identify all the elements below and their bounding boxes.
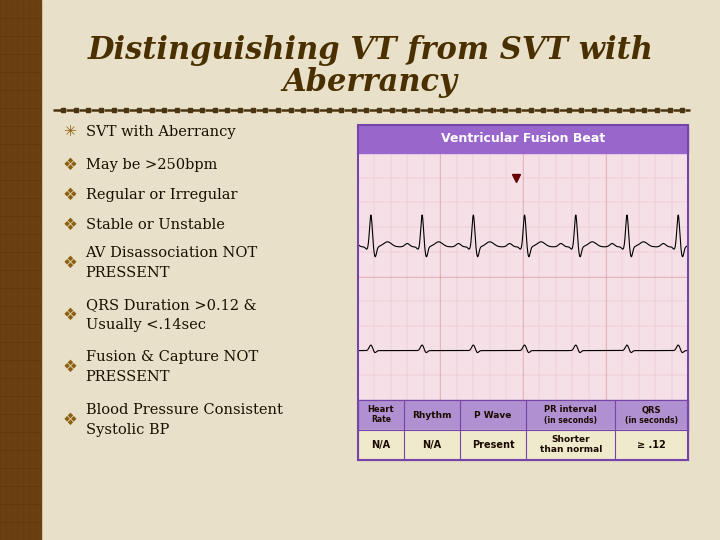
- Text: QRS Duration >0.12 &: QRS Duration >0.12 &: [86, 298, 256, 312]
- Text: P Wave: P Wave: [474, 410, 512, 420]
- Text: ❖: ❖: [63, 216, 78, 234]
- Text: than normal: than normal: [539, 446, 602, 455]
- Text: N/A: N/A: [423, 440, 441, 450]
- Bar: [358, 430, 688, 460]
- Text: Distinguishing VT from SVT with: Distinguishing VT from SVT with: [87, 35, 653, 65]
- Text: Blood Pressure Consistent: Blood Pressure Consistent: [86, 403, 282, 417]
- Text: Aberrancy: Aberrancy: [283, 66, 458, 98]
- Text: ≥ .12: ≥ .12: [637, 440, 666, 450]
- Text: Usually <.14sec: Usually <.14sec: [86, 318, 205, 332]
- Text: QRS: QRS: [642, 406, 662, 415]
- Text: ✳: ✳: [63, 125, 76, 139]
- Text: PRESSENT: PRESSENT: [86, 370, 170, 384]
- Text: Stable or Unstable: Stable or Unstable: [86, 218, 225, 232]
- Text: (in seconds): (in seconds): [544, 415, 598, 424]
- Bar: [358, 125, 688, 460]
- Text: AV Disassociation NOT: AV Disassociation NOT: [86, 246, 258, 260]
- Text: (in seconds): (in seconds): [625, 415, 678, 424]
- Text: PRESSENT: PRESSENT: [86, 266, 170, 280]
- Text: Heart: Heart: [367, 406, 394, 415]
- Text: Present: Present: [472, 440, 515, 450]
- Bar: [0, 0, 41, 540]
- Text: ❖: ❖: [63, 254, 78, 272]
- Text: Rate: Rate: [371, 415, 391, 424]
- Text: Fusion & Capture NOT: Fusion & Capture NOT: [86, 350, 258, 364]
- Text: ❖: ❖: [63, 306, 78, 324]
- Text: PR interval: PR interval: [544, 406, 597, 415]
- Text: Systolic BP: Systolic BP: [86, 423, 169, 437]
- Text: Rhythm: Rhythm: [413, 410, 451, 420]
- Text: ❖: ❖: [63, 358, 78, 376]
- Text: Shorter: Shorter: [552, 435, 590, 444]
- Bar: [358, 125, 688, 153]
- Text: Ventricular Fusion Beat: Ventricular Fusion Beat: [441, 132, 605, 145]
- Text: ❖: ❖: [63, 186, 78, 204]
- Text: Regular or Irregular: Regular or Irregular: [86, 188, 237, 202]
- Bar: [358, 400, 688, 430]
- Text: ❖: ❖: [63, 156, 78, 174]
- Text: SVT with Aberrancy: SVT with Aberrancy: [86, 125, 235, 139]
- Bar: [358, 153, 688, 400]
- Text: May be >250bpm: May be >250bpm: [86, 158, 217, 172]
- Text: N/A: N/A: [372, 440, 390, 450]
- Text: ❖: ❖: [63, 411, 78, 429]
